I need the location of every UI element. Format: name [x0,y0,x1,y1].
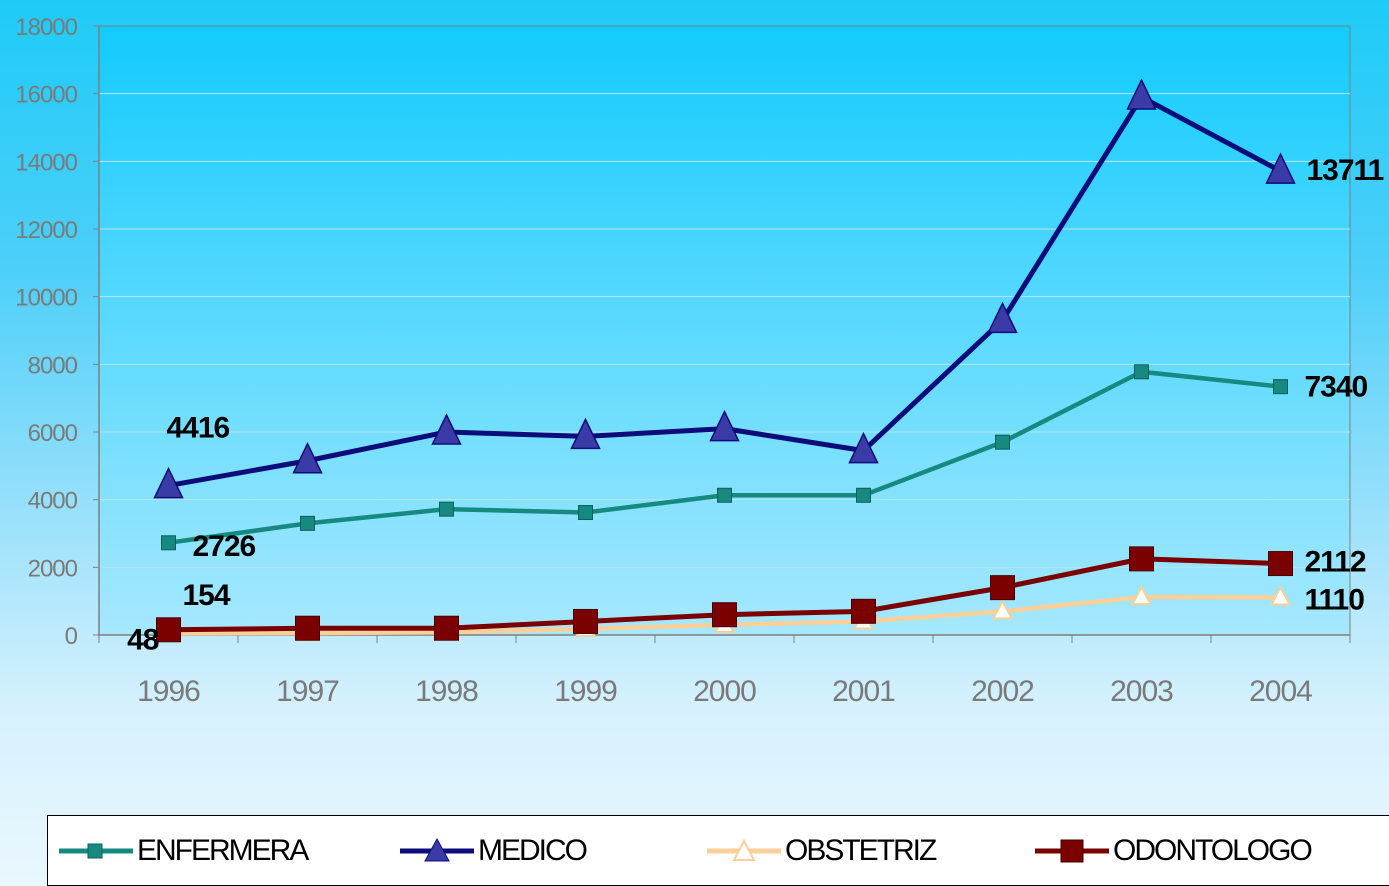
data-point [1126,78,1157,110]
y-tick-label: 6000 [28,420,78,447]
data-point [295,615,320,641]
y-tick-label: 8000 [28,352,78,379]
y-tick-label: 12000 [15,217,77,244]
y-tick-label: 14000 [15,149,77,176]
legend-label: MEDICO [478,833,588,867]
data-point [161,535,176,551]
data-point [570,417,601,450]
data-point [573,608,598,634]
legend: ENFERMERA MEDICO OBSTETRIZ ODONTOLOGO [47,815,1389,886]
legend-item-odontologo: ODONTOLOGO [1033,816,1313,885]
triangle-marker-icon [400,837,474,861]
series-odontologo [156,546,1293,643]
x-tick-label: 1997 [276,675,339,708]
legend-item-obstetriz: OBSTETRIZ [705,816,937,885]
data-label: 4416 [167,412,230,445]
data-label: 2112 [1305,546,1366,579]
data-label: 154 [183,579,231,612]
data-label: 2726 [193,530,256,563]
data-label: 48 [127,623,159,656]
data-label: 13711 [1307,154,1384,187]
data-point [717,487,732,503]
y-tick-label: 18000 [15,14,77,41]
data-point [1265,152,1296,184]
x-tick-label: 1998 [415,675,478,708]
y-tick-label: 4000 [28,488,78,515]
data-point [856,487,871,503]
x-tick-label: 1996 [137,675,200,708]
square-marker-icon [1035,839,1109,862]
legend-label: ODONTOLOGO [1113,833,1313,867]
y-tick-label: 0 [65,623,78,650]
square-marker-icon [59,843,133,858]
data-label: 1110 [1305,583,1365,616]
data-label: 7340 [1305,371,1368,404]
data-point [292,442,323,474]
data-point [851,598,876,624]
data-point [709,409,740,442]
x-tick-label: 2000 [693,675,756,708]
plot-area [98,25,1351,636]
data-point [578,505,593,521]
series-medico [153,78,1296,499]
line-chart: 0 2000 4000 6000 8000 10000 12000 14000 16000 180… [15,14,1384,708]
series-enfermera [161,364,1288,551]
data-point [1134,364,1149,380]
y-tick-label: 16000 [15,82,77,109]
y-tick-label: 2000 [28,555,78,582]
data-point [156,617,181,643]
x-tick-label: 2004 [1249,675,1312,708]
data-point [431,413,462,445]
x-tick-label: 2001 [832,675,895,708]
x-axis-ticks: 1996 1997 1998 1999 2000 2001 2002 2003 2004 [98,635,1351,708]
legend-label: ENFERMERA [137,833,309,867]
data-point [434,615,459,641]
y-tick-label: 10000 [15,285,77,312]
series-group [153,78,1296,643]
data-point [1130,584,1153,606]
data-point [990,575,1015,601]
triangle-outline-icon [707,838,781,861]
x-tick-label: 2002 [971,675,1034,708]
data-point [991,599,1014,620]
data-point [439,501,454,517]
x-tick-label: 2003 [1110,675,1173,708]
data-point [712,602,737,628]
data-point [848,431,879,464]
data-point [987,301,1018,334]
data-point [995,434,1010,450]
data-point [153,466,184,499]
legend-item-medico: MEDICO [398,816,588,885]
data-point [1269,585,1292,606]
data-point [1268,551,1293,577]
data-labels: 4416 13711 2726 7340 154 2112 48 1110 [127,154,1384,656]
data-point [300,515,315,531]
x-tick-label: 1999 [554,675,617,708]
legend-item-enfermera: ENFERMERA [57,816,309,885]
y-axis-ticks: 0 2000 4000 6000 8000 10000 12000 14000 16000 180… [15,14,99,650]
data-point [1129,546,1154,572]
data-point [1273,379,1288,395]
legend-label: OBSTETRIZ [785,833,937,867]
